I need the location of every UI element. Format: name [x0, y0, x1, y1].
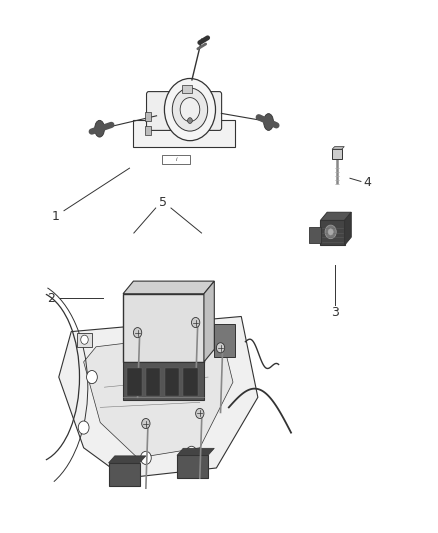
Circle shape	[172, 88, 208, 131]
Circle shape	[141, 451, 151, 464]
Bar	[214, 324, 235, 357]
Ellipse shape	[95, 120, 105, 137]
Bar	[321, 220, 345, 245]
Polygon shape	[177, 448, 214, 455]
Bar	[182, 85, 192, 93]
Text: 4: 4	[364, 176, 371, 189]
Circle shape	[191, 318, 200, 328]
Circle shape	[142, 418, 150, 429]
Polygon shape	[84, 332, 233, 458]
Circle shape	[87, 370, 97, 384]
Bar	[165, 368, 179, 396]
Polygon shape	[204, 281, 214, 362]
Text: 2: 2	[47, 292, 55, 305]
Text: 1: 1	[51, 210, 59, 223]
Polygon shape	[109, 456, 146, 463]
Bar	[123, 294, 204, 362]
Circle shape	[196, 408, 204, 418]
Text: 5: 5	[159, 196, 167, 209]
Ellipse shape	[264, 114, 273, 131]
Bar	[162, 155, 190, 164]
Circle shape	[216, 343, 225, 353]
Text: i: i	[176, 157, 177, 162]
Polygon shape	[345, 212, 351, 245]
Polygon shape	[59, 317, 258, 478]
Circle shape	[81, 335, 88, 344]
Bar	[332, 149, 342, 159]
Text: 3: 3	[331, 306, 339, 319]
Bar	[133, 120, 235, 147]
Bar	[177, 455, 208, 478]
Polygon shape	[123, 281, 214, 294]
Circle shape	[134, 328, 142, 338]
Bar	[145, 112, 151, 120]
Polygon shape	[321, 212, 351, 220]
Bar	[123, 362, 204, 400]
Circle shape	[187, 118, 192, 124]
Circle shape	[78, 421, 89, 434]
Circle shape	[325, 225, 336, 239]
Bar	[146, 368, 160, 396]
Circle shape	[186, 446, 197, 459]
Circle shape	[180, 98, 200, 122]
Bar	[109, 463, 140, 486]
FancyBboxPatch shape	[147, 92, 222, 131]
Polygon shape	[332, 147, 344, 149]
Circle shape	[164, 78, 215, 141]
Bar	[145, 126, 151, 135]
Bar	[78, 333, 92, 347]
Circle shape	[328, 229, 333, 235]
Bar	[127, 368, 142, 396]
Bar	[309, 227, 321, 243]
Bar	[183, 368, 198, 396]
